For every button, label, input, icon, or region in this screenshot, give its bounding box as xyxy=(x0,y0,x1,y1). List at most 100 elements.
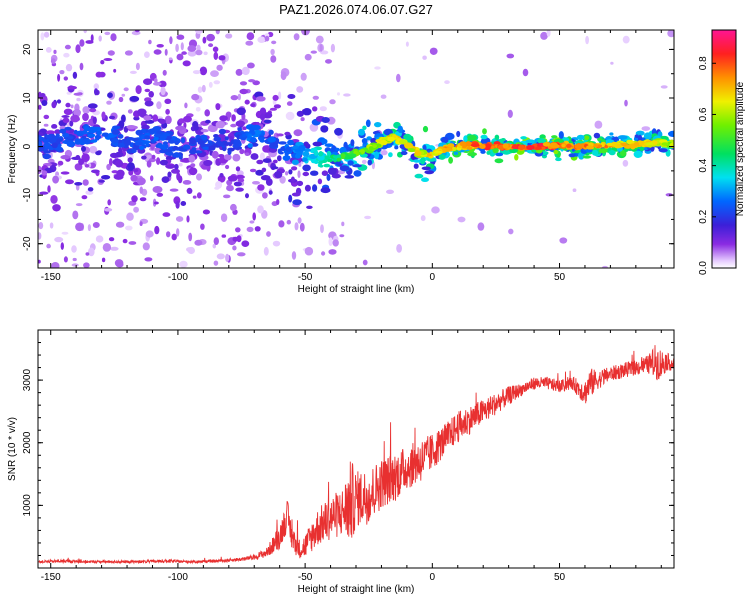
spectrogram-x-ticks: -150 -100 -50 0 50 xyxy=(41,30,662,283)
heatmap-cell xyxy=(310,170,319,176)
heatmap-cell xyxy=(537,138,547,144)
heatmap-cell xyxy=(178,175,183,184)
heatmap-cell xyxy=(405,41,409,47)
heatmap-cell xyxy=(276,199,280,205)
heatmap-cell xyxy=(201,84,206,93)
heatmap-cell xyxy=(280,71,287,81)
heatmap-cell xyxy=(126,212,134,221)
heatmap-cell xyxy=(176,53,184,61)
colorbar-ticks: 0.0 0.2 0.4 0.6 0.8 xyxy=(698,56,716,275)
heatmap-cell xyxy=(352,164,362,168)
snr-series-line xyxy=(38,345,674,565)
heatmap-cell xyxy=(63,76,68,81)
heatmap-cell xyxy=(239,88,248,95)
heatmap-cell xyxy=(194,30,204,35)
heatmap-cell xyxy=(191,93,200,101)
heatmap-cell xyxy=(123,87,129,92)
heatmap-cell xyxy=(269,107,277,111)
heatmap-cell xyxy=(336,170,346,175)
heatmap-cell xyxy=(162,212,171,217)
heatmap-cell xyxy=(95,235,104,243)
heatmap-cell xyxy=(43,123,49,127)
heatmap-cell xyxy=(638,134,643,142)
heatmap-cell xyxy=(111,137,119,144)
heatmap-cell xyxy=(72,210,79,220)
heatmap-cell xyxy=(394,145,399,150)
heatmap-cell xyxy=(71,263,79,267)
colorbar-frame xyxy=(711,29,737,269)
heatmap-cell xyxy=(164,115,172,125)
heatmap-cell xyxy=(336,157,342,162)
heatmap-cell xyxy=(171,168,180,174)
heatmap-cell xyxy=(75,222,84,232)
heatmap-cell xyxy=(293,129,303,137)
heatmap-cell xyxy=(221,234,227,238)
heatmap-cell xyxy=(139,197,147,202)
heatmap-cell xyxy=(82,138,91,144)
heatmap-cell xyxy=(445,147,452,152)
heatmap-cell xyxy=(46,243,51,249)
heatmap-cell xyxy=(52,204,61,212)
heatmap-cell xyxy=(181,51,187,55)
heatmap-cell xyxy=(85,252,90,256)
heatmap-cell xyxy=(124,50,133,56)
heatmap-cell xyxy=(110,246,119,251)
heatmap-cell xyxy=(75,203,83,207)
heatmap-cell xyxy=(52,175,59,184)
spectrogram-y-ticks: -20 -10 0 10 20 xyxy=(22,43,674,269)
heatmap-cell xyxy=(100,60,105,65)
heatmap-cell xyxy=(146,160,152,168)
heatmap-cell xyxy=(127,109,133,114)
heatmap-cell xyxy=(304,246,314,256)
heatmap-cell xyxy=(233,139,241,145)
heatmap-cell xyxy=(622,159,629,167)
heatmap-cell xyxy=(135,85,142,95)
heatmap-cell xyxy=(45,47,52,53)
heatmap-cell xyxy=(237,252,246,257)
heatmap-cell xyxy=(325,59,332,64)
heatmap-cell xyxy=(110,33,117,42)
heatmap-cell xyxy=(343,141,348,149)
heatmap-cell xyxy=(54,236,64,243)
heatmap-cell xyxy=(194,239,203,246)
heatmap-cell xyxy=(244,99,250,105)
heatmap-cell xyxy=(282,155,290,161)
heatmap-cell xyxy=(358,128,365,136)
x-tick-label: -100 xyxy=(168,572,188,583)
heatmap-cell xyxy=(220,213,228,222)
heatmap-cell xyxy=(60,171,70,175)
colorbar-tick-label: 0.8 xyxy=(698,56,709,70)
heatmap-cell xyxy=(70,114,80,123)
heatmap-cell xyxy=(196,138,202,142)
heatmap-cell xyxy=(95,151,102,156)
heatmap-cell xyxy=(111,129,121,135)
heatmap-cell xyxy=(156,192,164,197)
heatmap-cell xyxy=(158,80,167,88)
heatmap-cell xyxy=(620,142,628,147)
heatmap-cell xyxy=(192,70,201,75)
heatmap-cell xyxy=(422,55,427,60)
heatmap-cell xyxy=(153,49,162,55)
heatmap-cell xyxy=(63,256,68,263)
heatmap-cell xyxy=(223,154,232,161)
heatmap-cell xyxy=(132,168,139,173)
x-tick-label: -50 xyxy=(298,272,313,283)
heatmap-cell xyxy=(148,39,152,45)
heatmap-cell xyxy=(205,119,211,124)
heatmap-cell xyxy=(92,222,100,228)
heatmap-cell xyxy=(38,141,43,147)
heatmap-cell xyxy=(219,173,224,178)
heatmap-cell xyxy=(290,176,295,183)
heatmap-cell xyxy=(41,170,48,176)
y-tick-label: 2000 xyxy=(22,431,33,454)
heatmap-cell xyxy=(235,120,245,127)
heatmap-cell xyxy=(403,133,412,141)
heatmap-cell xyxy=(189,137,194,143)
heatmap-cell xyxy=(424,170,435,175)
heatmap-cell xyxy=(208,145,216,151)
heatmap-cell xyxy=(219,115,228,122)
heatmap-cell xyxy=(367,159,373,166)
heatmap-cell xyxy=(645,142,654,146)
heatmap-cell xyxy=(561,143,566,148)
heatmap-cell xyxy=(286,219,291,225)
